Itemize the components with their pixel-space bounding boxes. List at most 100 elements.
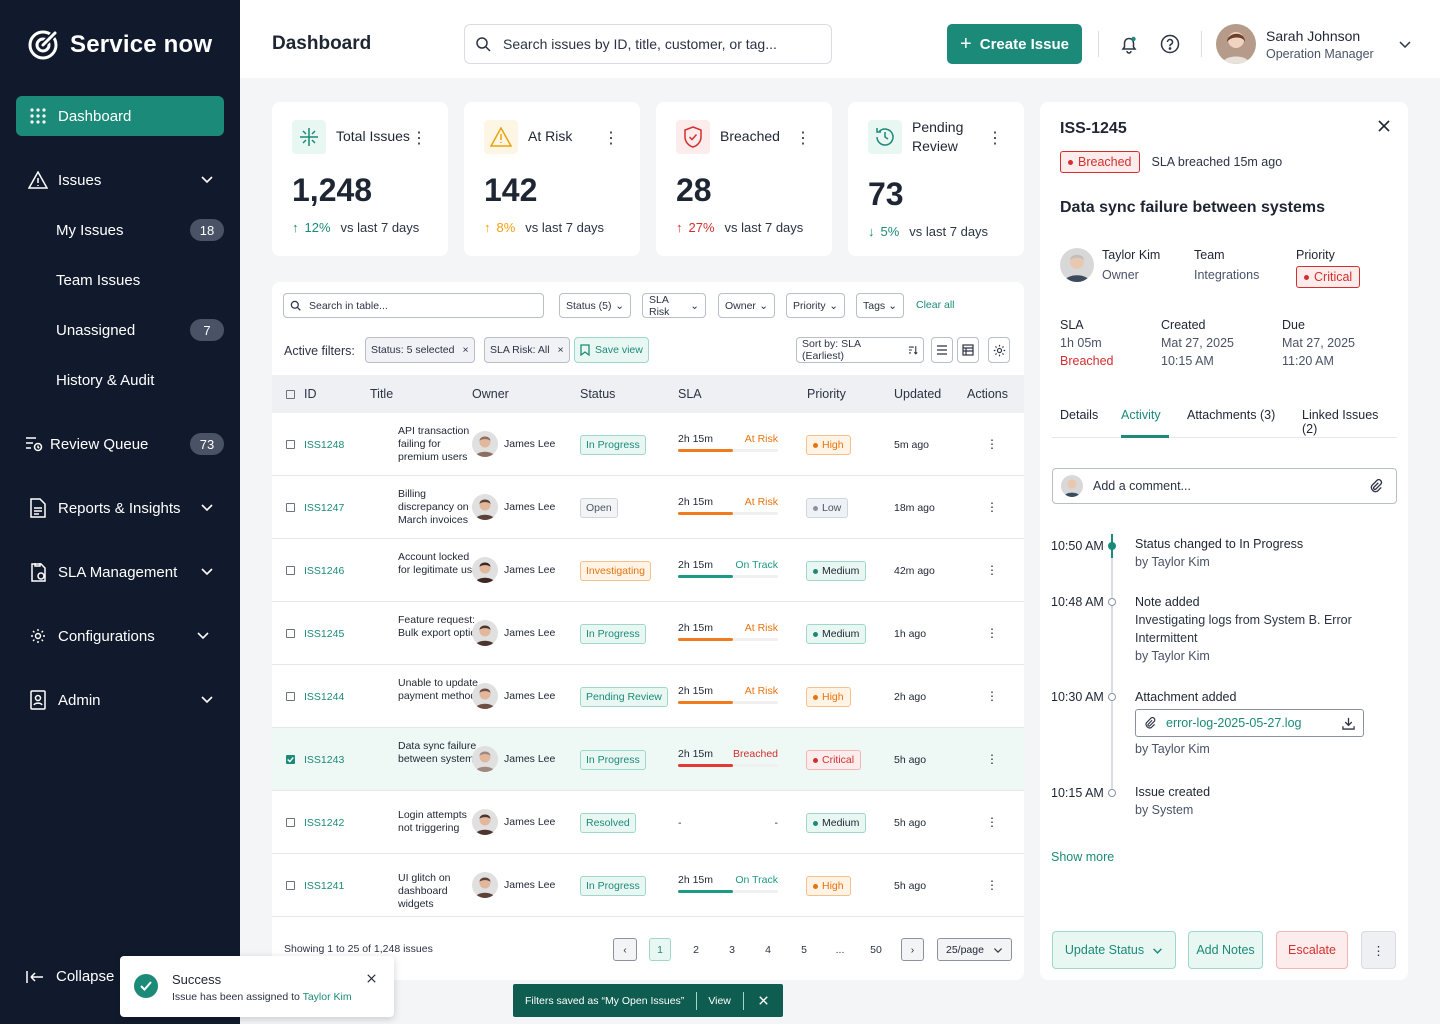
nav-issues[interactable]: Issues xyxy=(16,160,224,200)
col-priority[interactable]: Priority xyxy=(807,387,846,401)
page-button[interactable]: 1 xyxy=(649,938,671,961)
show-more-link[interactable]: Show more xyxy=(1051,850,1115,864)
tab-activity[interactable]: Activity xyxy=(1121,408,1161,422)
bell-icon[interactable] xyxy=(1119,34,1139,54)
nav-history-audit[interactable]: History & Audit xyxy=(40,362,224,398)
next-page-button[interactable]: › xyxy=(901,938,924,961)
page-button[interactable]: 3 xyxy=(729,943,735,956)
col-title[interactable]: Title xyxy=(370,387,394,401)
tab-linked-issues[interactable]: Linked Issues (2) xyxy=(1302,408,1379,436)
tab-attachments[interactable]: Attachments (3) xyxy=(1187,408,1276,422)
row-checkbox[interactable] xyxy=(286,503,295,512)
app-logo[interactable]: Service now xyxy=(26,28,212,62)
snackbar-view-button[interactable]: View xyxy=(708,994,731,1007)
update-status-button[interactable]: Update Status xyxy=(1052,931,1176,969)
row-checkbox[interactable] xyxy=(286,881,295,890)
nav-my-issues[interactable]: My Issues 18 xyxy=(40,212,224,248)
table-row[interactable]: ISS1244 Unable to update payment method … xyxy=(272,665,1024,728)
table-search-input[interactable]: Search in table... xyxy=(283,293,544,318)
add-notes-button[interactable]: Add Notes xyxy=(1188,931,1263,969)
escalate-button[interactable]: Escalate xyxy=(1276,931,1348,969)
issue-id-link[interactable]: ISS1247 xyxy=(304,502,345,514)
sort-dropdown[interactable]: Sort by: SLA (Earliest) xyxy=(796,337,924,363)
row-checkbox[interactable] xyxy=(286,566,295,575)
attach-icon[interactable] xyxy=(1369,478,1384,494)
nav-reports-insights[interactable]: Reports & Insights xyxy=(16,488,224,528)
row-actions-icon[interactable]: ⋮ xyxy=(986,563,998,577)
nav-team-issues[interactable]: Team Issues xyxy=(40,262,224,298)
row-actions-icon[interactable]: ⋮ xyxy=(986,752,998,766)
issue-id-link[interactable]: ISS1243 xyxy=(304,754,345,766)
more-icon[interactable]: ⋮ xyxy=(795,130,811,147)
col-owner[interactable]: Owner xyxy=(472,387,509,401)
nav-sla-management[interactable]: SLA Management xyxy=(16,552,224,592)
filter-priority[interactable]: Priority ⌄ xyxy=(786,293,845,318)
close-icon[interactable] xyxy=(367,974,376,983)
per-page-select[interactable]: 25/page xyxy=(937,938,1012,961)
col-updated[interactable]: Updated xyxy=(894,387,942,401)
col-id[interactable]: ID xyxy=(304,387,317,401)
row-actions-icon[interactable]: ⋮ xyxy=(986,500,998,514)
page-button[interactable]: 2 xyxy=(693,943,699,956)
close-icon[interactable]: × xyxy=(557,344,564,356)
page-button[interactable]: 4 xyxy=(765,943,771,956)
table-settings-button[interactable] xyxy=(988,337,1010,363)
download-icon[interactable] xyxy=(1342,717,1355,730)
toast-link[interactable]: Taylor Kim xyxy=(302,991,352,1003)
table-row[interactable]: ISS1247 Billing discrepancy on March inv… xyxy=(272,476,1024,539)
filter-status[interactable]: Status (5) ⌄ xyxy=(559,293,631,318)
clear-all-link[interactable]: Clear all xyxy=(916,299,955,311)
row-checkbox[interactable] xyxy=(286,692,295,701)
table-row[interactable]: ISS1243 Data sync failure between system… xyxy=(272,728,1024,791)
issue-id-link[interactable]: ISS1241 xyxy=(304,880,345,892)
close-icon[interactable]: × xyxy=(462,344,469,356)
comment-input[interactable]: Add a comment... xyxy=(1052,468,1397,504)
user-menu[interactable]: Sarah Johnson Operation Manager xyxy=(1216,24,1412,64)
row-checkbox[interactable] xyxy=(286,755,295,764)
filter-sla-risk[interactable]: SLA Risk ⌄ xyxy=(642,293,706,318)
issue-id-link[interactable]: ISS1246 xyxy=(304,565,345,577)
row-actions-icon[interactable]: ⋮ xyxy=(986,437,998,451)
table-row[interactable]: ISS1242 Login attempts not triggering Ja… xyxy=(272,791,1024,854)
filter-tags[interactable]: Tags ⌄ xyxy=(856,293,904,318)
filter-owner[interactable]: Owner ⌄ xyxy=(718,293,775,318)
row-checkbox[interactable] xyxy=(286,629,295,638)
nav-unassigned[interactable]: Unassigned 7 xyxy=(40,312,224,348)
row-checkbox[interactable] xyxy=(286,818,295,827)
more-actions-button[interactable]: ⋮ xyxy=(1361,931,1396,969)
help-icon[interactable] xyxy=(1160,34,1180,54)
row-actions-icon[interactable]: ⋮ xyxy=(986,878,998,892)
issue-id-link[interactable]: ISS1248 xyxy=(304,439,345,451)
select-all-checkbox[interactable] xyxy=(286,390,295,399)
tab-details[interactable]: Details xyxy=(1060,408,1099,422)
table-row[interactable]: ISS1241 UI glitch on dashboard widgets J… xyxy=(272,854,1024,917)
col-status[interactable]: Status xyxy=(580,387,616,401)
save-view-button[interactable]: Save view xyxy=(574,337,649,363)
table-row[interactable]: ISS1245 Feature request: Bulk export opt… xyxy=(272,602,1024,665)
page-button[interactable]: 5 xyxy=(801,943,807,956)
search-input[interactable]: Search issues by ID, title, customer, or… xyxy=(464,24,832,64)
nav-review-queue[interactable]: Review Queue 73 xyxy=(16,424,224,464)
list-view-button[interactable] xyxy=(931,337,953,363)
close-icon[interactable] xyxy=(759,996,768,1005)
nav-admin[interactable]: Admin xyxy=(16,680,224,720)
table-row[interactable]: ISS1246 Account locked for legitimate us… xyxy=(272,539,1024,602)
row-actions-icon[interactable]: ⋮ xyxy=(986,626,998,640)
row-actions-icon[interactable]: ⋮ xyxy=(986,689,998,703)
row-checkbox[interactable] xyxy=(286,440,295,449)
prev-page-button[interactable]: ‹ xyxy=(613,938,637,961)
more-icon[interactable]: ⋮ xyxy=(603,130,619,147)
more-icon[interactable]: ⋮ xyxy=(411,130,427,147)
col-sla[interactable]: SLA xyxy=(678,387,702,401)
collapse-button[interactable]: Collapse xyxy=(26,968,114,985)
nav-configurations[interactable]: Configurations xyxy=(16,616,224,656)
table-row[interactable]: ISS1248 API transaction failing for prem… xyxy=(272,413,1024,476)
page-button[interactable]: 50 xyxy=(870,943,882,956)
close-icon[interactable] xyxy=(1378,120,1390,132)
issue-id-link[interactable]: ISS1245 xyxy=(304,628,345,640)
issue-id-link[interactable]: ISS1242 xyxy=(304,817,345,829)
attachment-file[interactable]: error-log-2025-05-27.log xyxy=(1135,709,1364,737)
more-icon[interactable]: ⋮ xyxy=(987,130,1003,147)
issue-id-link[interactable]: ISS1244 xyxy=(304,691,345,703)
create-issue-button[interactable]: + Create Issue xyxy=(947,24,1082,64)
